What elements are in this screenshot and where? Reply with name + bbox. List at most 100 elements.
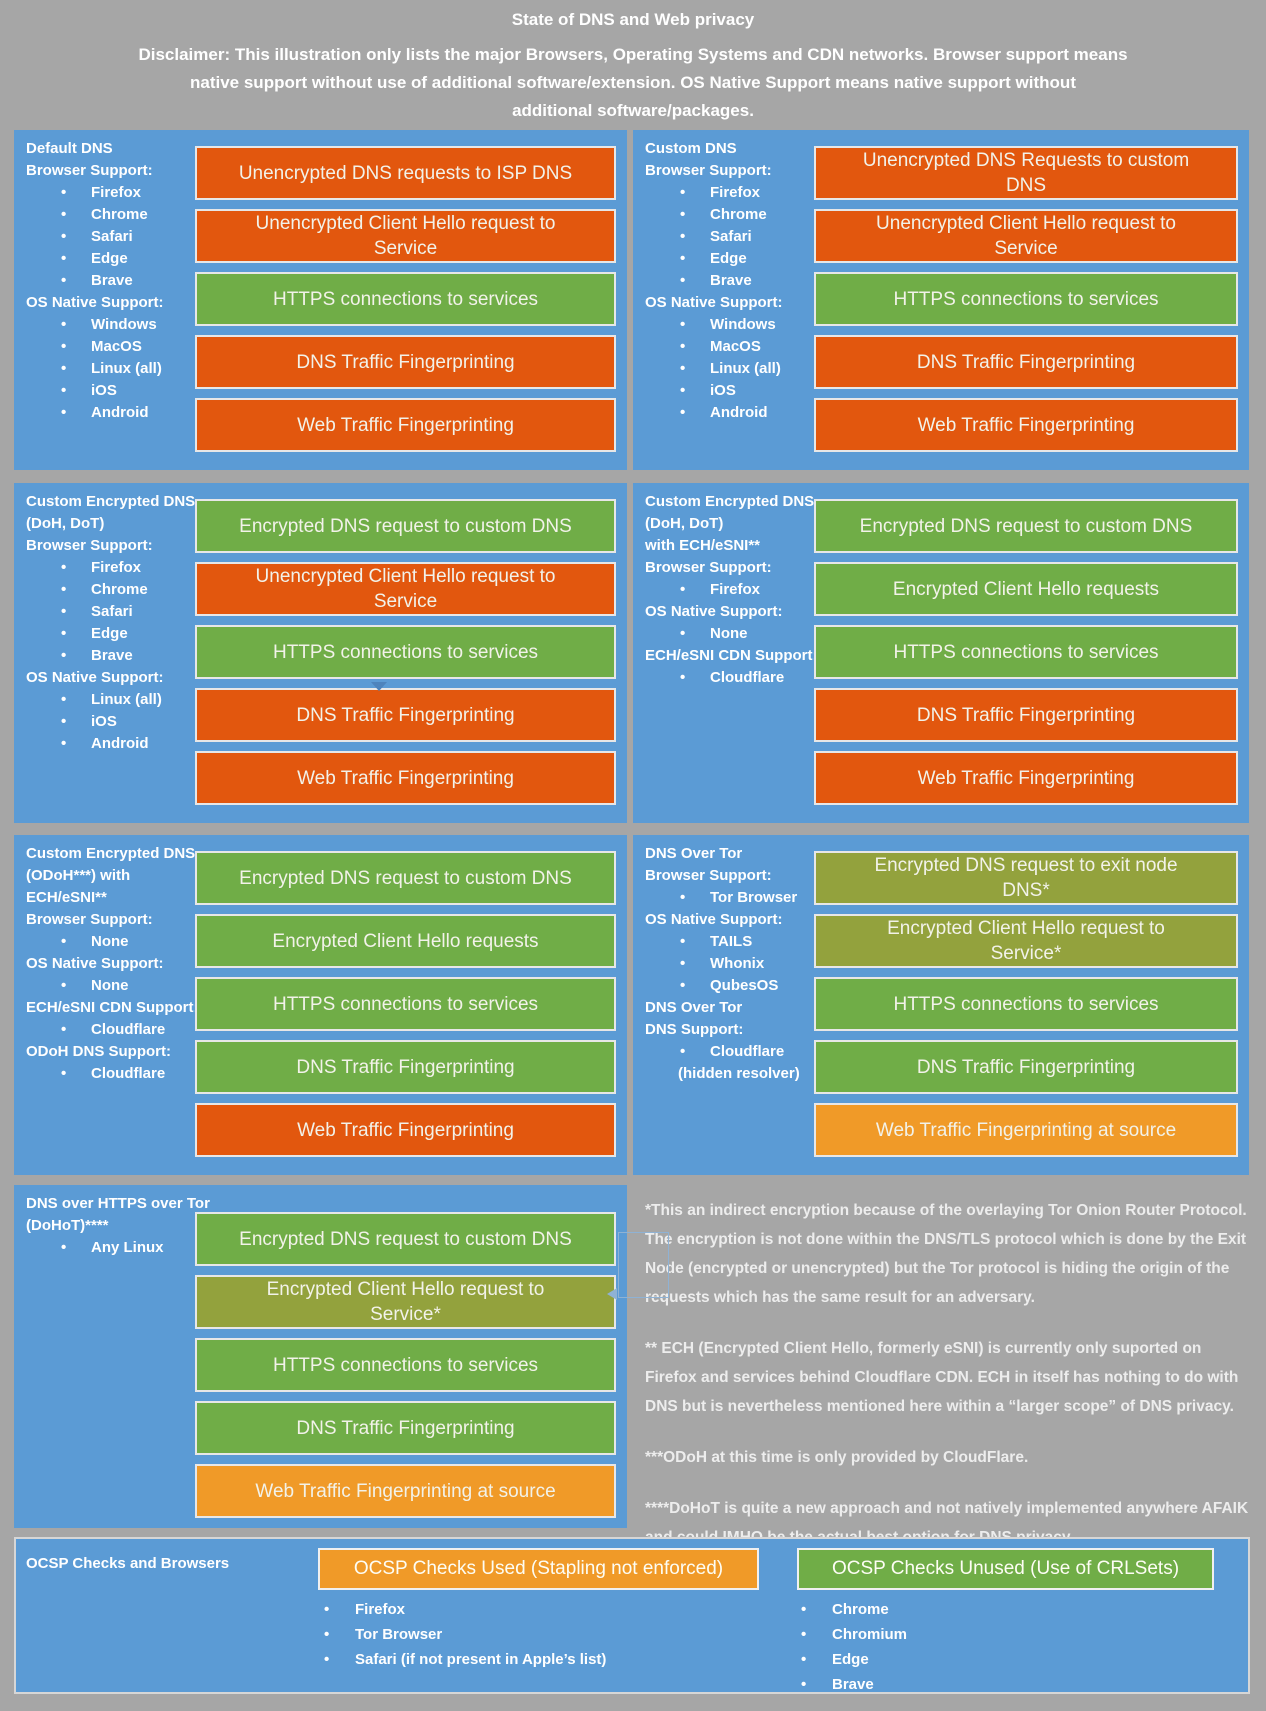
tor-dns-support-list: Cloudflare [645,1041,821,1063]
header: State of DNS and Web privacy Disclaimer:… [0,10,1266,125]
list-item: Windows [61,314,202,336]
status-bar: HTTPS connections to services [814,272,1238,326]
status-bar: DNS Traffic Fingerprinting [195,1401,616,1455]
panel-custom-encrypted-dns: Custom Encrypted DNS (DoH, DoT) Browser … [14,483,627,823]
list-item: Linux (all) [680,358,821,380]
section-label: Browser Support: [26,911,153,928]
section-label: OS Native Support: [26,669,164,686]
status-bar: Web Traffic Fingerprinting [195,1103,616,1157]
panel-sidebar: Default DNS Browser Support: Firefox Chr… [26,138,202,424]
list-item: Firefox [324,1597,606,1622]
os-support-list: TAILS Whonix QubesOS [645,931,821,997]
section-label: Browser Support: [26,162,153,179]
panel-dohot: DNS over HTTPS over Tor (DoHoT)**** Any … [14,1185,627,1528]
list-item: Brave [680,270,821,292]
status-bar: HTTPS connections to services [195,977,616,1031]
status-bar: HTTPS connections to services [814,625,1238,679]
list-item: Cloudflare [61,1063,202,1085]
ocsp-used-list: Firefox Tor Browser Safari (if not prese… [310,1597,606,1672]
status-bar: Encrypted Client Hello requests [195,914,616,968]
list-item: Firefox [680,182,821,204]
list-item: Firefox [61,557,202,579]
list-item: None [61,931,202,953]
browser-support-list: Firefox Chrome Safari Edge Brave [26,557,202,667]
section-label: ECH/eSNI CDN Support: [26,999,199,1016]
panel-title: Custom Encrypted DNS (ODoH***) with ECH/… [26,845,196,906]
section-label: Browser Support: [26,537,153,554]
list-item: Any Linux [61,1237,202,1259]
list-item: Tor Browser [324,1622,606,1647]
status-bars: Encrypted DNS request to exit node DNS* … [814,851,1238,1157]
status-bars: Encrypted DNS request to custom DNS Unen… [195,499,616,805]
status-bar: DNS Traffic Fingerprinting [195,688,616,742]
list-item: Chrome [801,1597,907,1622]
os-support-list: Any Linux [26,1237,202,1259]
status-bar: HTTPS connections to services [195,1338,616,1392]
list-item: iOS [61,380,202,402]
section-label: ECH/eSNI CDN Support: [645,647,818,664]
status-bar: DNS Traffic Fingerprinting [814,688,1238,742]
status-bar: Web Traffic Fingerprinting [814,398,1238,452]
status-bar: DNS Traffic Fingerprinting [195,335,616,389]
list-item: Android [61,402,202,424]
section-label: OS Native Support: [26,294,164,311]
panel-dns-over-tor: DNS Over Tor Browser Support: Tor Browse… [633,835,1249,1175]
footnotes: *This an indirect encryption because of … [645,1196,1251,1574]
page-title: State of DNS and Web privacy [511,10,755,29]
list-item: Android [61,733,202,755]
cdn-support-list: Cloudflare [26,1019,202,1041]
status-bar: DNS Traffic Fingerprinting [814,1040,1238,1094]
list-item: Linux (all) [61,358,202,380]
status-bar: Encrypted DNS request to custom DNS [814,499,1238,553]
status-bars: Encrypted DNS request to custom DNS Encr… [814,499,1238,805]
panel-sidebar: Custom Encrypted DNS (ODoH***) with ECH/… [26,843,202,1085]
status-bar: Unencrypted Client Hello request to Serv… [195,209,616,263]
panel-title: DNS Over Tor [645,845,743,862]
callout-arrow-icon [607,1288,617,1300]
os-support-list: None [26,975,202,997]
section-label: DNS Over Tor DNS Support: [645,999,744,1038]
disclaimer-text: Disclaimer: This illustration only lists… [138,45,1128,120]
panel-sidebar: DNS over HTTPS over Tor (DoHoT)**** Any … [26,1193,210,1259]
list-item: Chrome [61,579,202,601]
section-label: OS Native Support: [26,955,164,972]
list-item: QubesOS [680,975,821,997]
browser-support-list: Firefox [645,579,821,601]
panel-sidebar: Custom DNS Browser Support: Firefox Chro… [645,138,821,424]
status-bar: DNS Traffic Fingerprinting [814,335,1238,389]
browser-support-list: Firefox Chrome Safari Edge Brave [26,182,202,292]
status-bar: Encrypted DNS request to exit node DNS* [814,851,1238,905]
list-item: iOS [61,711,202,733]
status-bars: Encrypted DNS request to custom DNS Encr… [195,851,616,1157]
list-item: Firefox [680,579,821,601]
list-item: Chrome [680,204,821,226]
list-item: Safari (if not present in Apple’s list) [324,1647,606,1672]
panel-sidebar: DNS Over Tor Browser Support: Tor Browse… [645,843,821,1085]
list-item: MacOS [680,336,821,358]
list-item: Cloudflare [680,667,821,689]
odoh-dns-support-list: Cloudflare [26,1063,202,1085]
status-bar: Web Traffic Fingerprinting [195,398,616,452]
panel-title: Custom DNS [645,140,737,157]
status-bar: Web Traffic Fingerprinting [814,751,1238,805]
status-bar: HTTPS connections to services [814,977,1238,1031]
status-bar: HTTPS connections to services [195,625,616,679]
status-bars: Encrypted DNS request to custom DNS Encr… [195,1212,616,1518]
status-bar: Web Traffic Fingerprinting at source [195,1464,616,1518]
status-bars: Unencrypted DNS Requests to custom DNS U… [814,146,1238,452]
section-label: OS Native Support: [645,911,783,928]
list-item: Whonix [680,953,821,975]
list-item: Linux (all) [61,689,202,711]
list-item: Edge [801,1647,907,1672]
ocsp-title: OCSP Checks and Browsers [26,1555,230,1572]
list-item: Android [680,402,821,424]
status-bar: Encrypted Client Hello request to Servic… [814,914,1238,968]
status-bar: Encrypted Client Hello requests [814,562,1238,616]
list-item: Chrome [61,204,202,226]
os-support-list: Windows MacOS Linux (all) iOS Android [645,314,821,424]
panel-sidebar: Custom Encrypted DNS (DoH, DoT) Browser … [26,491,202,755]
list-item: iOS [680,380,821,402]
list-item: Firefox [61,182,202,204]
section-label: ODoH DNS Support: [26,1043,171,1060]
